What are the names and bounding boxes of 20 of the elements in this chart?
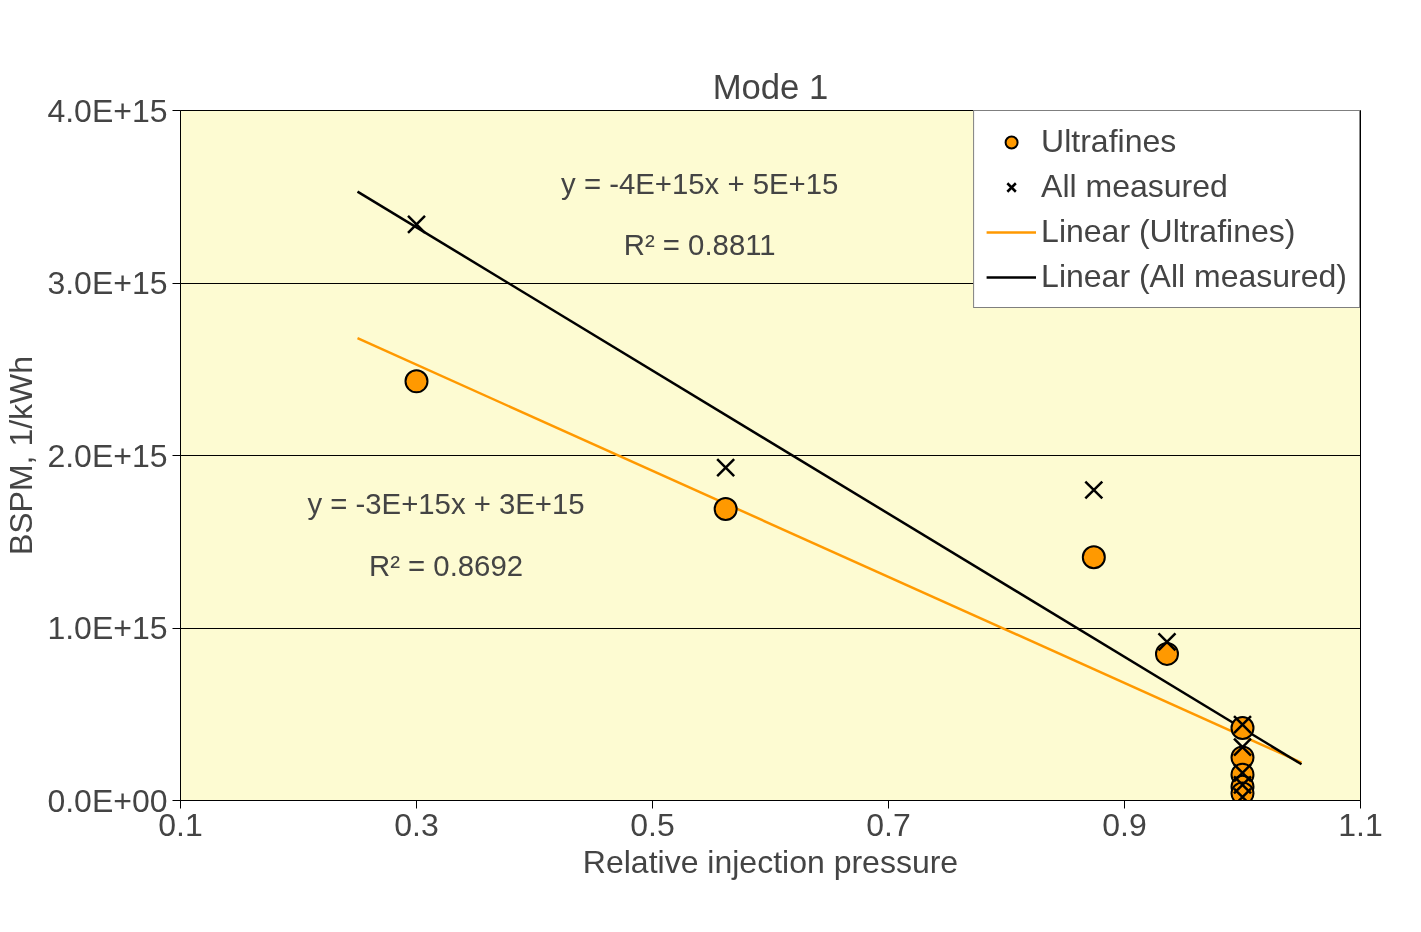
annotation: R² = 0.8811 (623, 227, 776, 261)
chart-title: Mode 1 (712, 67, 829, 106)
x-tick-label: 0.7 (866, 806, 911, 843)
legend-label: All measured (1041, 168, 1228, 205)
legend-label: Linear (Ultrafines) (1041, 213, 1296, 250)
y-tick-label: 3.0E+15 (47, 265, 168, 301)
annotation: y = -4E+15x + 5E+15 (561, 167, 839, 201)
legend-label: Linear (All measured) (1041, 258, 1347, 295)
annotation: R² = 0.8692 (368, 549, 524, 583)
x-tick-label: 0.5 (630, 806, 675, 843)
x-tick-label: 0.9 (1102, 806, 1147, 843)
annotation: y = -3E+15x + 3E+15 (307, 487, 585, 521)
x-tick-label: 1.1 (1338, 806, 1383, 843)
x-tick-label: 0.3 (394, 806, 439, 843)
legend-label: Ultrafines (1041, 123, 1177, 160)
y-tick-label: 4.0E+15 (47, 92, 168, 129)
y-tick-label: 1.0E+15 (47, 610, 168, 646)
y-axis-title: BSPM, 1/kWh (3, 355, 40, 556)
x-axis-title: Relative injection pressure (582, 843, 959, 880)
y-tick-label: 2.0E+15 (47, 437, 168, 474)
